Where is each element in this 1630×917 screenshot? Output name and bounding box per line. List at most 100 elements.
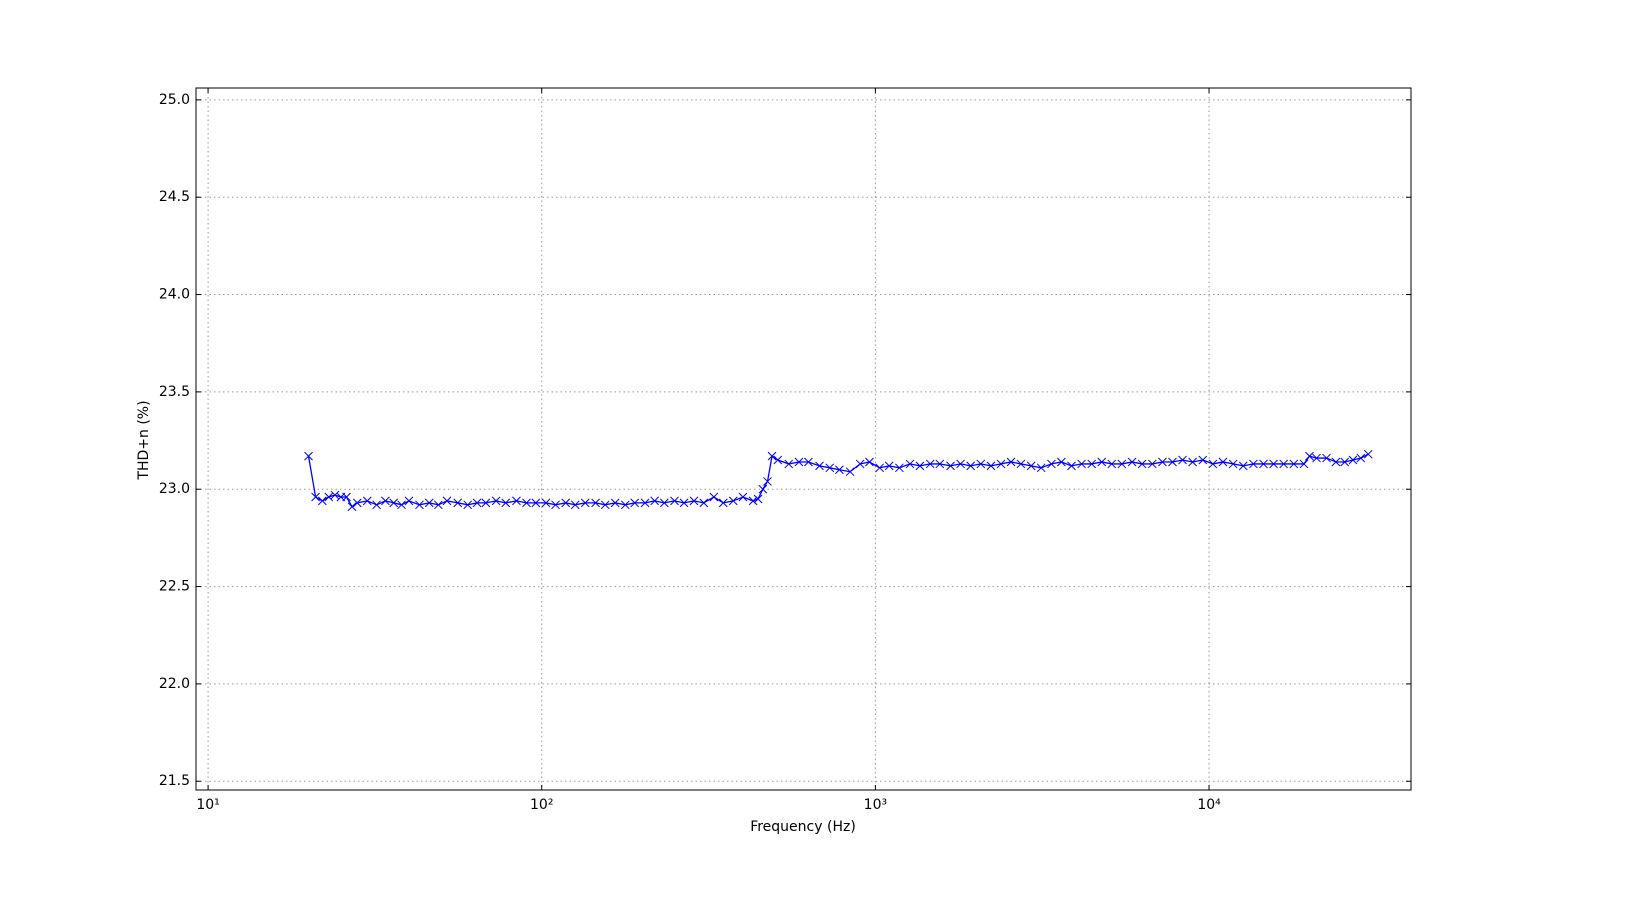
data-point <box>491 496 501 506</box>
data-point <box>946 461 955 471</box>
y-tick-label: 24.0 <box>159 287 190 303</box>
y-tick-label: 23.0 <box>159 481 190 497</box>
data-point <box>1363 449 1373 459</box>
data-point <box>591 498 600 508</box>
data-point <box>501 498 511 508</box>
data-point <box>689 496 699 506</box>
data-point <box>472 498 482 508</box>
data-point <box>865 457 874 467</box>
data-point <box>1208 459 1218 469</box>
data-point <box>580 498 590 508</box>
data-point <box>362 496 372 506</box>
data-point <box>1238 461 1248 471</box>
data-point <box>352 498 362 508</box>
data-point <box>825 463 835 473</box>
data-point <box>709 492 719 502</box>
data-point <box>986 461 996 471</box>
data-point <box>699 498 709 508</box>
data-point <box>551 500 560 510</box>
data-point <box>1137 459 1147 469</box>
data-point <box>1249 459 1258 469</box>
data-point <box>1117 459 1127 469</box>
data-point <box>915 461 925 471</box>
data-point <box>738 492 748 502</box>
data-point <box>442 496 452 506</box>
data-point <box>875 463 885 473</box>
data-point <box>630 498 640 508</box>
data-point <box>317 496 327 506</box>
data-point <box>311 492 320 502</box>
data-point <box>434 500 443 510</box>
data-point <box>330 490 340 500</box>
data-point <box>835 465 844 475</box>
x-tick-label: 10⁴ <box>1197 797 1221 813</box>
data-point <box>784 459 794 469</box>
data-point <box>1188 457 1197 467</box>
data-point <box>512 496 521 506</box>
data-point <box>1299 459 1309 469</box>
data-point <box>1218 457 1228 467</box>
data-point <box>773 455 783 465</box>
data-point <box>1331 457 1341 467</box>
data-point <box>1067 461 1076 471</box>
data-point <box>522 498 531 508</box>
data-point <box>324 492 334 502</box>
data-point <box>372 500 381 510</box>
data-point <box>1036 463 1046 473</box>
data-point <box>453 498 463 508</box>
data-point <box>1228 459 1238 469</box>
data-point <box>1348 455 1358 465</box>
y-tick-label: 24.5 <box>159 189 190 205</box>
data-point <box>895 463 904 473</box>
data-point <box>767 451 777 461</box>
x-tick-label: 10² <box>530 797 553 813</box>
data-point <box>1259 459 1268 469</box>
data-point <box>424 498 434 508</box>
data-point <box>996 459 1006 469</box>
data-point <box>718 498 728 508</box>
data-point <box>1198 455 1208 465</box>
data-point <box>650 496 660 506</box>
data-point <box>541 498 551 508</box>
data-point <box>1107 459 1117 469</box>
data-point <box>531 498 541 508</box>
data-point <box>1016 459 1026 469</box>
data-point <box>1168 457 1177 467</box>
data-point <box>404 496 414 506</box>
data-point <box>304 451 313 461</box>
y-tick-label: 23.5 <box>159 384 190 400</box>
data-point <box>1077 459 1086 469</box>
data-point <box>1057 457 1066 467</box>
data-point <box>610 498 620 508</box>
data-point <box>815 461 824 471</box>
data-point <box>1026 461 1036 471</box>
data-point <box>753 494 763 504</box>
data-point <box>670 496 679 506</box>
data-point <box>758 484 768 494</box>
data-point <box>794 457 804 467</box>
data-point <box>1356 453 1366 463</box>
plot-frame <box>195 87 1412 791</box>
data-point <box>481 498 491 508</box>
data-point <box>620 500 630 510</box>
data-point <box>415 500 424 510</box>
data-point <box>925 459 935 469</box>
data-point <box>728 496 738 506</box>
y-tick-label: 22.0 <box>159 676 190 692</box>
data-point <box>966 461 976 471</box>
data-point <box>935 459 945 469</box>
x-tick-label: 10³ <box>864 797 887 813</box>
data-point <box>905 459 915 469</box>
data-point <box>884 461 894 471</box>
data-point <box>1178 455 1187 465</box>
data-point <box>1279 459 1289 469</box>
data-point <box>561 498 571 508</box>
data-point <box>845 467 855 477</box>
y-tick-label: 22.5 <box>159 579 190 595</box>
data-point <box>1289 459 1299 469</box>
data-point <box>1340 457 1350 467</box>
data-point <box>381 496 390 506</box>
data-point <box>1127 457 1137 467</box>
